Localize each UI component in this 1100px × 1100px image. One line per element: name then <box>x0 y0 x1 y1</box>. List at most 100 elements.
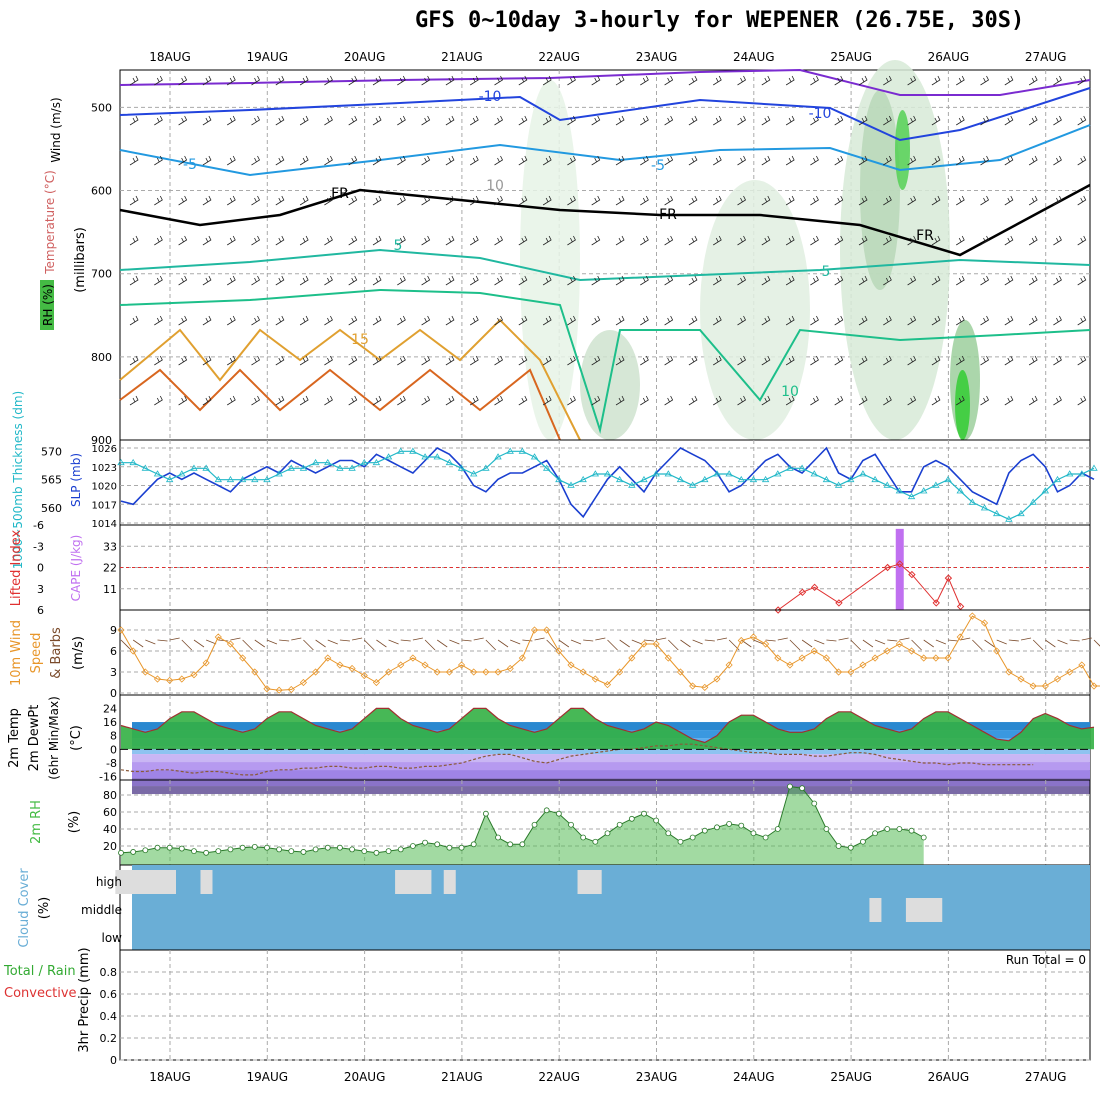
wind-barb <box>980 195 990 206</box>
wind-barb-10m <box>522 639 533 642</box>
wind-barb-10m <box>436 639 448 648</box>
thickness-point <box>482 464 490 471</box>
wind-barb <box>324 75 333 86</box>
wind-barb-10m <box>497 639 509 648</box>
wind-barb <box>688 235 698 246</box>
rh-point <box>166 844 173 851</box>
rh-point <box>543 807 550 814</box>
wind-barb <box>761 115 771 126</box>
rh-point <box>422 839 428 846</box>
wind-barb <box>348 315 358 326</box>
wind-speed-point <box>239 654 247 662</box>
thickness-series-line <box>121 450 1095 520</box>
wind-speed-point <box>907 647 916 655</box>
wind-barb <box>348 75 358 86</box>
temperature-contour <box>119 248 1091 282</box>
wind-barb <box>1077 195 1087 206</box>
thickness-point <box>834 481 843 488</box>
cloud-unit-label: (%) <box>37 897 52 920</box>
wind-barb <box>251 195 261 206</box>
wind-speed-point <box>1017 675 1025 683</box>
wind-barb <box>445 395 455 406</box>
wind-barb-10m <box>1069 639 1080 642</box>
wind-barb <box>640 395 649 406</box>
slp-tick-label: 1026 <box>92 444 117 455</box>
cloud-level-label: middle <box>81 903 122 917</box>
lifted-index-point <box>944 574 953 582</box>
wind-barb <box>397 75 406 86</box>
wind-axis-label: Wind (m/s) <box>49 97 63 162</box>
wind-barb <box>469 115 479 126</box>
wind-barb <box>688 115 698 126</box>
wind-speed-point <box>117 626 125 634</box>
rh-point <box>191 848 197 854</box>
wind-barb <box>275 315 285 326</box>
rh-point <box>738 822 745 829</box>
wind-barb <box>858 355 868 366</box>
rh-tick-label: 60 <box>103 806 117 819</box>
wind-barb <box>980 75 990 86</box>
wind-speed-point <box>530 626 539 634</box>
lifted-index-axis-label: Lifted Index <box>9 529 24 606</box>
wind-barb <box>299 235 309 246</box>
lifted-index-tick-label: 6 <box>37 604 44 617</box>
wind-barb <box>178 395 188 406</box>
wind-barb-10m <box>461 639 472 642</box>
rh-point <box>373 849 380 856</box>
wind-speed-point <box>859 661 867 669</box>
rh-point <box>714 824 720 831</box>
wind-speed-point <box>421 661 429 669</box>
wind-barb <box>737 195 747 206</box>
temperature-contour <box>119 288 1091 434</box>
wind-barb <box>980 395 990 406</box>
wind-barb <box>299 115 309 126</box>
wind-speed-point <box>993 647 1001 655</box>
cloud-gap-block <box>443 870 456 894</box>
temperature-contour <box>119 68 1091 96</box>
wind-barb <box>737 395 747 406</box>
rh-shading <box>860 90 900 290</box>
wind-barb <box>737 75 747 86</box>
date-label-bottom: 25AUG <box>830 1070 872 1084</box>
rh-point <box>446 844 453 851</box>
wind-barb <box>202 355 212 366</box>
wind-speed-point <box>701 683 709 691</box>
wind-barb <box>348 395 358 406</box>
wind-barb <box>907 75 917 86</box>
wind-barb <box>421 315 431 326</box>
pressure-tick-label: 700 <box>91 268 112 281</box>
wind-barb <box>640 355 649 366</box>
wind-barb <box>761 355 771 366</box>
wind-barb <box>397 275 406 286</box>
thickness-point <box>214 475 223 483</box>
wind-barb-10m <box>996 639 1007 645</box>
thickness-point <box>409 447 417 454</box>
wind-speed-point <box>214 633 222 641</box>
wind-barb-10m <box>826 639 837 642</box>
wind-speed-point <box>652 640 660 648</box>
wind-barb <box>299 155 309 166</box>
precip-tick-label: 0.4 <box>100 1010 118 1023</box>
wind-barb <box>275 395 285 406</box>
thickness-point <box>494 453 502 460</box>
rh-point <box>276 846 283 853</box>
rh2m-panel <box>118 779 1091 866</box>
wind-barb <box>931 115 941 126</box>
thickness-point <box>445 458 454 466</box>
thickness-point <box>591 470 600 477</box>
thickness-point <box>1017 509 1025 517</box>
wind-barb <box>737 155 747 166</box>
wind-barb <box>834 195 844 206</box>
rh-point <box>288 848 295 854</box>
wind10m-axis-label: 10m Wind <box>9 620 24 686</box>
pressure-tick-label: 800 <box>91 351 112 364</box>
wind-barb-10m <box>570 639 582 645</box>
wind-barb <box>1028 195 1038 206</box>
wind-barb <box>712 315 722 326</box>
wind-barb-10m <box>777 637 788 641</box>
wind-barb <box>615 75 625 86</box>
wind-barb <box>1053 115 1062 126</box>
wind-speed-point <box>275 686 283 694</box>
wind-barb <box>640 235 649 246</box>
wind-barb <box>178 155 188 166</box>
